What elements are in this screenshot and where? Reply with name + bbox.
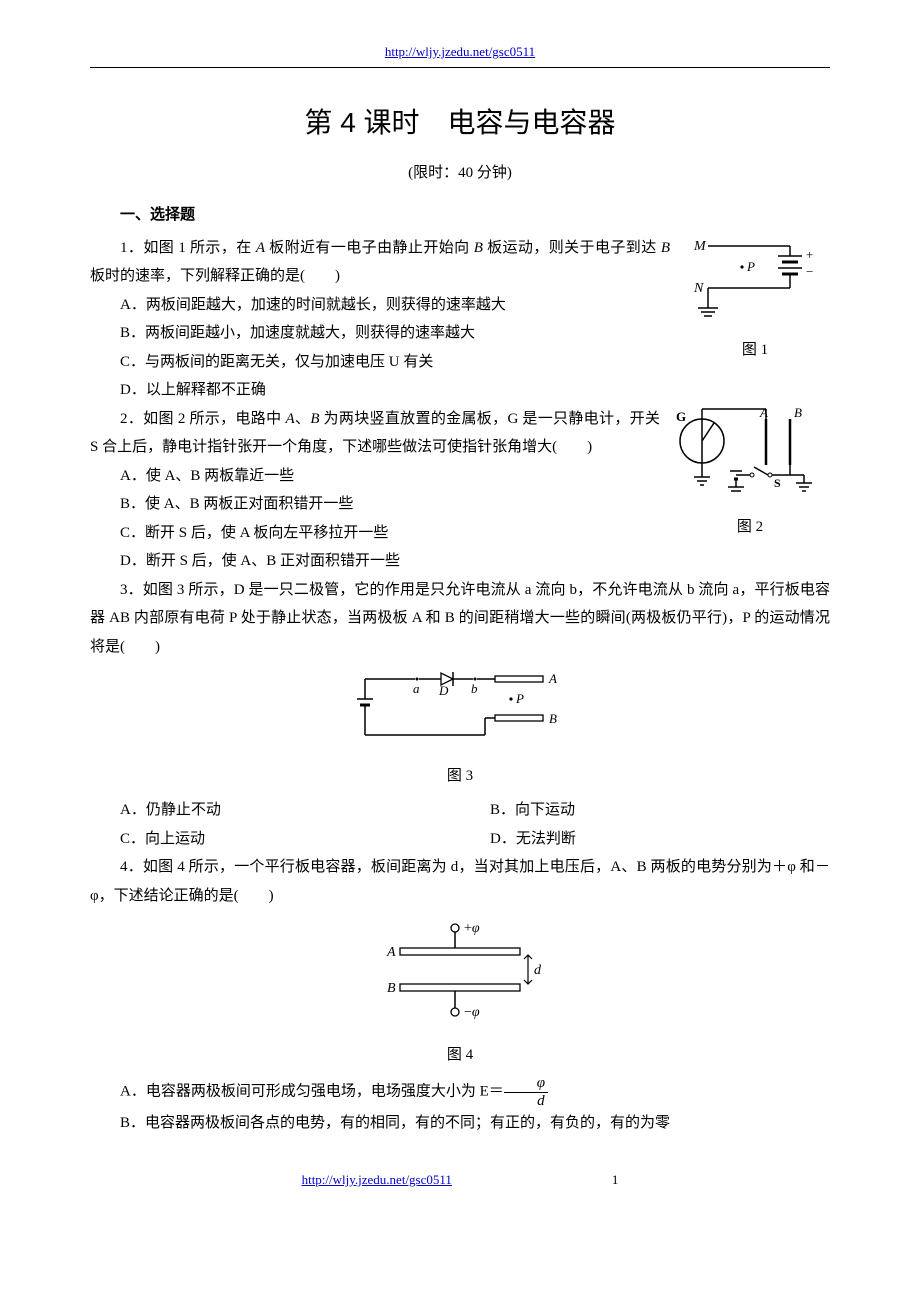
- svg-text:A: A: [386, 945, 396, 960]
- question-1: + − M N P 图 1 1．如图 1 所示，在 A 板附近有一电子由静止开始…: [90, 234, 830, 405]
- svg-text:+φ: +φ: [464, 921, 480, 936]
- svg-text:N: N: [693, 281, 704, 296]
- page-number: 1: [612, 1168, 619, 1193]
- q4-stem: 4．如图 4 所示，一个平行板电容器，板间距离为 d，当对其加上电压后，A、B …: [90, 853, 830, 910]
- q3-stem: 3．如图 3 所示，D 是一只二极管，它的作用是只允许电流从 a 流向 b，不允…: [90, 576, 830, 662]
- q3-option-c: C．向上运动: [90, 825, 460, 854]
- figure-4-caption: 图 4: [90, 1041, 830, 1070]
- header-link[interactable]: http://wljy.jzedu.net/gsc0511: [90, 40, 830, 68]
- section-heading: 一、选择题: [90, 201, 830, 230]
- q2-option-d: D．断开 S 后，使 A、B 正对面积错开一些: [90, 547, 830, 576]
- figure-4: +φ A B −φ d: [90, 918, 830, 1039]
- figure-2: G A B S: [670, 405, 830, 548]
- q4-option-a: A．电容器两极板间可形成匀强电场，电场强度大小为 E＝φd: [90, 1075, 830, 1109]
- svg-text:M: M: [693, 239, 707, 254]
- svg-text:P: P: [515, 691, 524, 706]
- svg-text:+: +: [806, 247, 813, 262]
- svg-text:a: a: [413, 681, 420, 696]
- figure-3: a D b A P B: [90, 669, 830, 760]
- figure-1-caption: 图 1: [680, 336, 830, 365]
- footer: http://wljy.jzedu.net/gsc0511 1: [90, 1168, 830, 1193]
- svg-text:d: d: [534, 963, 542, 978]
- svg-text:−φ: −φ: [464, 1005, 480, 1020]
- figure-1: + − M N P 图 1: [680, 234, 830, 371]
- svg-text:B: B: [794, 405, 802, 420]
- footer-link[interactable]: http://wljy.jzedu.net/gsc0511: [302, 1168, 452, 1193]
- figure-2-caption: 图 2: [670, 513, 830, 542]
- time-limit: (限时：40 分钟): [90, 159, 830, 188]
- q4-option-b: B．电容器两极板间各点的电势，有的相同，有的不同；有正的，有负的，有的为零: [90, 1109, 830, 1138]
- question-2: G A B S: [90, 405, 830, 576]
- svg-text:−: −: [806, 264, 813, 279]
- svg-text:b: b: [471, 681, 478, 696]
- q3-option-a: A．仍静止不动: [90, 796, 460, 825]
- q3-option-d: D．无法判断: [460, 825, 830, 854]
- question-3: 3．如图 3 所示，D 是一只二极管，它的作用是只允许电流从 a 流向 b，不允…: [90, 576, 830, 854]
- question-4: 4．如图 4 所示，一个平行板电容器，板间距离为 d，当对其加上电压后，A、B …: [90, 853, 830, 1138]
- svg-text:D: D: [438, 683, 449, 698]
- q1-option-d: D．以上解释都不正确: [90, 376, 830, 405]
- svg-text:S: S: [774, 476, 781, 490]
- svg-text:G: G: [676, 409, 686, 424]
- page-title: 第 4 课时 电容与电容器: [90, 96, 830, 149]
- svg-text:B: B: [387, 981, 396, 996]
- svg-text:B: B: [549, 711, 557, 726]
- svg-text:A: A: [759, 405, 768, 420]
- svg-text:P: P: [746, 259, 755, 274]
- figure-3-caption: 图 3: [90, 762, 830, 791]
- svg-text:A: A: [548, 671, 557, 686]
- q3-option-b: B．向下运动: [460, 796, 830, 825]
